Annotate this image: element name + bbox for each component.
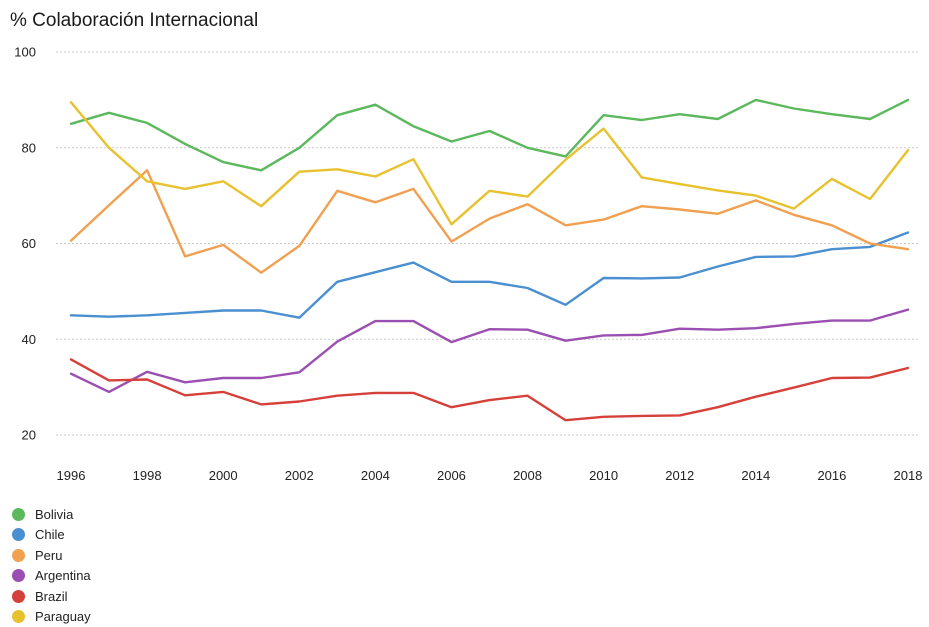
legend-dot-icon	[12, 590, 25, 603]
legend: Bolivia Chile Peru Argentina Brazil Paraguay	[12, 504, 91, 627]
x-tick-label: 2002	[285, 468, 314, 483]
x-tick-label: 1996	[57, 468, 86, 483]
x-axis-ticks: 1996 1998 2000 2002 2004 2006 2008 2010 2012 2014…	[57, 468, 923, 483]
legend-label: Bolivia	[35, 507, 73, 522]
x-tick-label: 2016	[817, 468, 846, 483]
legend-item-paraguay: Paraguay	[12, 607, 91, 627]
legend-label: Chile	[35, 527, 65, 542]
y-tick-label: 80	[22, 140, 36, 155]
series-line-brazil	[71, 359, 908, 420]
x-tick-label: 2010	[589, 468, 618, 483]
y-tick-label: 20	[22, 428, 36, 443]
series-line-paraguay	[71, 102, 908, 224]
x-tick-label: 2014	[741, 468, 770, 483]
x-tick-label: 2004	[361, 468, 390, 483]
legend-dot-icon	[12, 610, 25, 623]
legend-dot-icon	[12, 569, 25, 582]
y-axis-ticks: 100 80 60 40 20	[14, 45, 36, 443]
legend-dot-icon	[12, 549, 25, 562]
legend-item-peru: Peru	[12, 545, 91, 566]
x-tick-label: 2006	[437, 468, 466, 483]
x-tick-label: 2012	[665, 468, 694, 483]
y-tick-label: 60	[22, 236, 36, 251]
series-line-argentina	[71, 310, 908, 392]
x-tick-label: 1998	[133, 468, 162, 483]
y-tick-label: 100	[14, 45, 36, 60]
x-tick-label: 2008	[513, 468, 542, 483]
legend-item-chile: Chile	[12, 525, 91, 546]
legend-dot-icon	[12, 528, 25, 541]
legend-item-argentina: Argentina	[12, 566, 91, 587]
legend-label: Argentina	[35, 568, 91, 583]
legend-label: Brazil	[35, 589, 68, 604]
y-tick-label: 40	[22, 332, 36, 347]
x-tick-label: 2018	[894, 468, 923, 483]
chart-title: % Colaboración Internacional	[10, 10, 258, 31]
series-line-bolivia	[71, 100, 908, 170]
series-line-chile	[71, 233, 908, 318]
legend-item-bolivia: Bolivia	[12, 504, 91, 525]
grid	[56, 52, 918, 435]
legend-item-brazil: Brazil	[12, 586, 91, 607]
x-tick-label: 2000	[209, 468, 238, 483]
legend-dot-icon	[12, 508, 25, 521]
legend-label: Peru	[35, 548, 62, 563]
legend-label: Paraguay	[35, 609, 91, 624]
